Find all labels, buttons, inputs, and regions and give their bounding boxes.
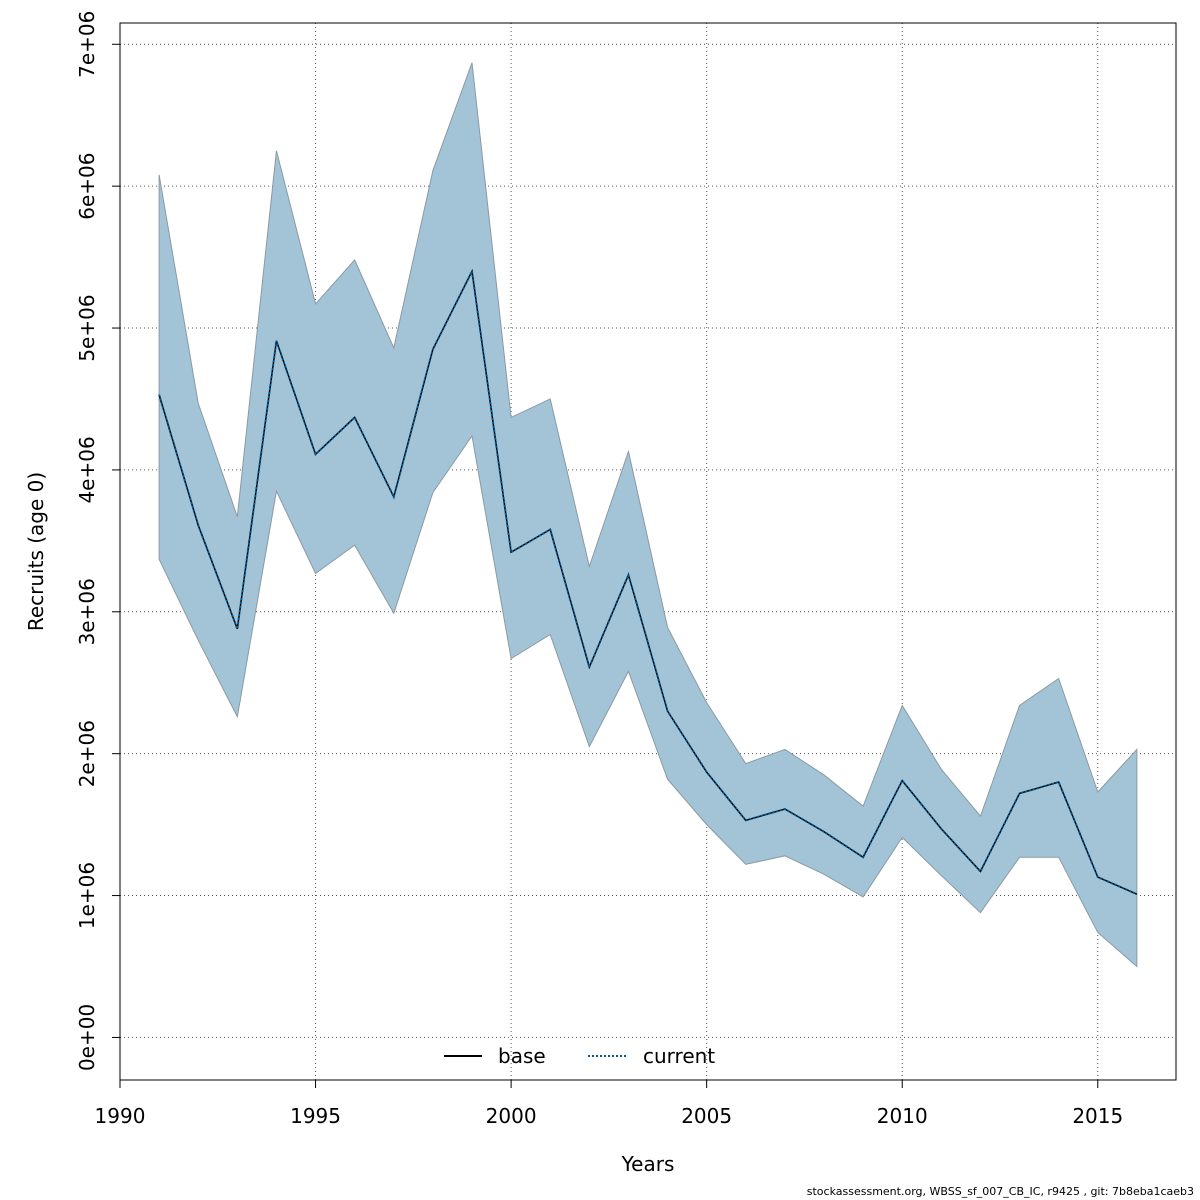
x-axis-title: Years bbox=[621, 1152, 675, 1176]
legend-label-base: base bbox=[498, 1044, 546, 1068]
x-tick-label: 1995 bbox=[290, 1104, 341, 1128]
y-tick-label: 1e+06 bbox=[75, 862, 99, 929]
y-tick-label: 0e+00 bbox=[75, 1004, 99, 1071]
series-lines bbox=[158, 267, 1138, 896]
confidence-band bbox=[158, 62, 1138, 968]
y-tick-label: 3e+06 bbox=[75, 578, 99, 645]
series-line-current bbox=[158, 267, 1138, 896]
y-tick-label: 2e+06 bbox=[75, 720, 99, 787]
x-tick-label: 2005 bbox=[681, 1104, 732, 1128]
legend-label-current: current bbox=[643, 1044, 715, 1068]
legend: base current bbox=[444, 1044, 715, 1068]
x-tick-label: 2010 bbox=[877, 1104, 928, 1128]
x-axis: 1990 1995 2000 2005 2010 2015 bbox=[95, 1079, 1123, 1128]
x-tick-label: 2000 bbox=[486, 1104, 537, 1128]
x-tick-label: 1990 bbox=[95, 1104, 146, 1128]
y-tick-label: 6e+06 bbox=[75, 153, 99, 220]
footer-note: stockassessment.org, WBSS_sf_007_CB_IC, … bbox=[806, 1185, 1194, 1198]
y-tick-label: 7e+06 bbox=[75, 11, 99, 78]
x-tick-label: 2015 bbox=[1072, 1104, 1123, 1128]
y-tick-label: 5e+06 bbox=[75, 294, 99, 361]
y-tick-label: 4e+06 bbox=[75, 436, 99, 503]
y-axis: 0e+00 1e+06 2e+06 3e+06 4e+06 5e+06 6e+06 7e+06 bbox=[75, 11, 121, 1071]
y-axis-title: Recruits (age 0) bbox=[24, 472, 48, 631]
